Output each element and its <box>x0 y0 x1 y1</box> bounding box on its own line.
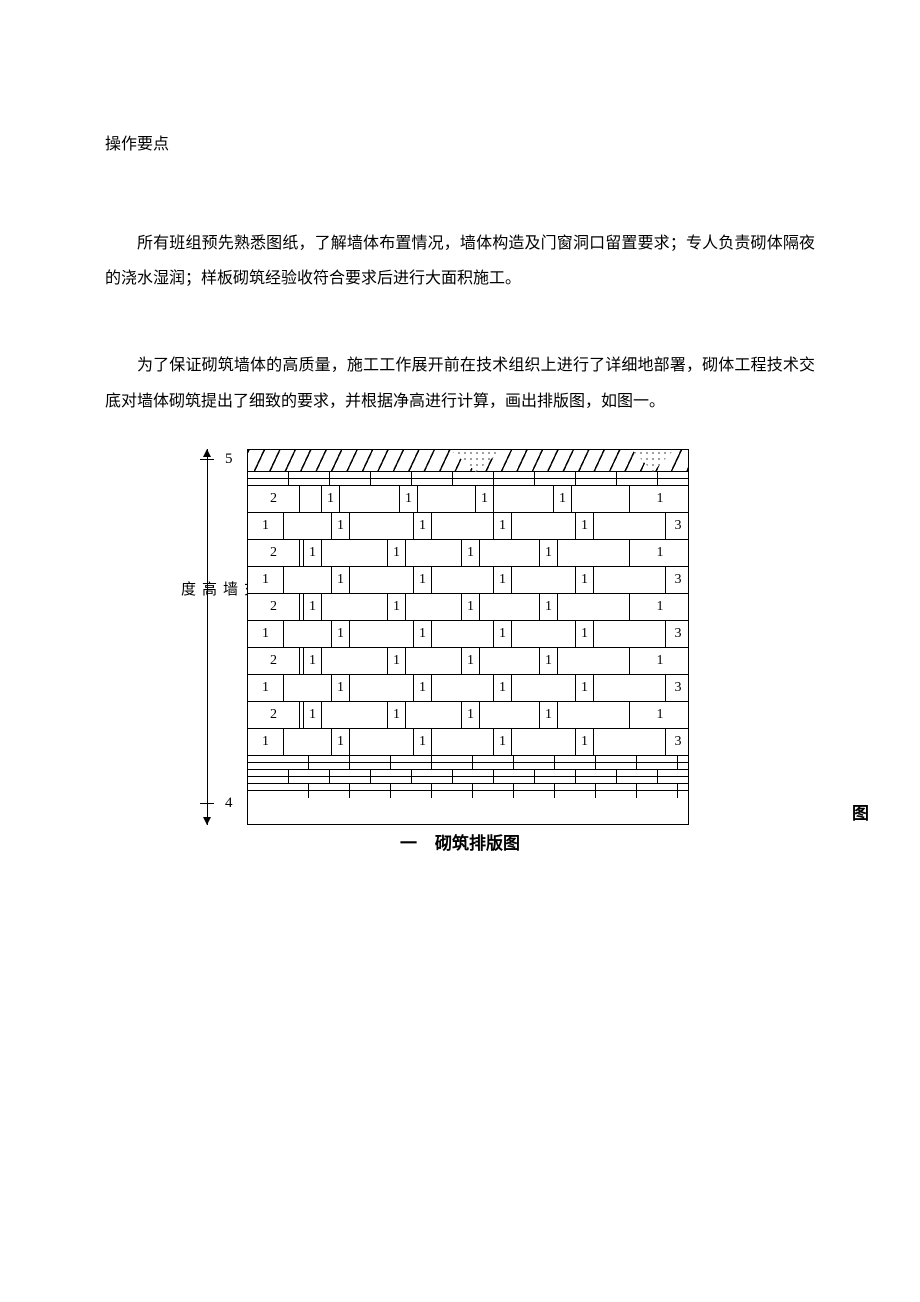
brick-cell: 1 <box>540 648 558 674</box>
wall-area: 2111111111132111111111132111111111132111… <box>247 449 689 825</box>
brick-cell: 1 <box>414 729 432 755</box>
brick-cell: 1 <box>540 702 558 728</box>
dimension-line-vertical <box>207 449 208 825</box>
brick-course: 1 1 1 1 1 3 <box>248 621 688 648</box>
brick-cell: 1 <box>494 729 512 755</box>
brick-cell: 1 <box>462 648 480 674</box>
caption-title: 砌筑排版图 <box>435 834 520 853</box>
brick-cell: 1 <box>576 567 594 593</box>
tick-label-bottom: 4 <box>225 795 233 812</box>
section-heading: 操作要点 <box>105 130 815 154</box>
brick-cell: 3 <box>666 567 690 593</box>
brick-cell: 1 <box>304 594 322 620</box>
brick-course: 211111 <box>248 702 688 729</box>
paragraph-1: 所有班组预先熟悉图纸，了解墙体布置情况，墙体构造及门窗洞口留置要求；专人负责砌体… <box>105 226 815 296</box>
brick-cell: 1 <box>494 621 512 647</box>
brick-cell: 1 <box>332 513 350 539</box>
brick-cell: 1 <box>332 729 350 755</box>
brick-cell: 1 <box>322 486 340 512</box>
brick-course: 211111 <box>248 540 688 567</box>
brick-cell: 1 <box>630 594 690 620</box>
caption-suffix: 图 <box>852 799 869 824</box>
brick-cell: 1 <box>540 594 558 620</box>
brick-cell: 1 <box>630 702 690 728</box>
brick-cell: 1 <box>414 567 432 593</box>
brick-cell: 1 <box>494 513 512 539</box>
brick-cell: 1 <box>462 540 480 566</box>
brick-cell: 1 <box>248 513 284 539</box>
brick-cell: 3 <box>666 675 690 701</box>
brick-cell: 1 <box>248 621 284 647</box>
brick-cell: 1 <box>248 729 284 755</box>
brick-cell: 1 <box>304 702 322 728</box>
brick-cell: 1 <box>388 594 406 620</box>
thin-band-top <box>248 472 688 486</box>
brick-cell: 1 <box>462 702 480 728</box>
brick-course: 211111 <box>248 648 688 675</box>
brick-cell: 1 <box>332 621 350 647</box>
tick-top <box>200 459 214 460</box>
brick-cell: 1 <box>388 540 406 566</box>
brick-cell: 1 <box>576 729 594 755</box>
bottom-thin-bands <box>248 756 688 798</box>
brick-cell: 2 <box>248 486 300 512</box>
brick-cell: 1 <box>332 675 350 701</box>
brick-course: 1 1 1 1 1 3 <box>248 675 688 702</box>
brick-cell: 1 <box>388 648 406 674</box>
brick-cell: 3 <box>666 621 690 647</box>
tick-bottom <box>200 803 214 804</box>
brick-cell: 1 <box>248 675 284 701</box>
brick-cell: 1 <box>388 702 406 728</box>
brick-cell: 1 <box>576 675 594 701</box>
brick-cell: 2 <box>248 702 300 728</box>
brick-cell: 1 <box>494 675 512 701</box>
brick-cell: 3 <box>666 513 690 539</box>
brick-cell: 1 <box>248 567 284 593</box>
brick-cell: 1 <box>332 567 350 593</box>
brick-cell: 1 <box>630 540 690 566</box>
brick-cell: 2 <box>248 594 300 620</box>
brick-course: 1 1 1 1 1 3 <box>248 567 688 594</box>
brick-cell: 1 <box>304 540 322 566</box>
brick-cell: 1 <box>630 648 690 674</box>
brick-cell: 2 <box>248 648 300 674</box>
brick-cell: 1 <box>414 675 432 701</box>
tick-label-top: 5 <box>225 451 233 468</box>
brick-cell: 1 <box>576 513 594 539</box>
brick-cell: 1 <box>576 621 594 647</box>
brick-course: 211111 <box>248 486 688 513</box>
brick-course: 1 1 1 1 1 3 <box>248 729 688 756</box>
brick-course: 1 1 1 1 1 3 <box>248 513 688 540</box>
paragraph-2: 为了保证砌筑墙体的高质量，施工工作展开前在技术组织上进行了详细地部署，砌体工程技… <box>105 348 815 418</box>
brick-cell: 1 <box>554 486 572 512</box>
figure-caption-wrap: 图 一砌筑排版图 <box>105 829 815 854</box>
brick-cell: 1 <box>414 513 432 539</box>
brick-cell: 1 <box>414 621 432 647</box>
brick-cell: 1 <box>630 486 690 512</box>
brick-cell: 1 <box>400 486 418 512</box>
brick-cell: 2 <box>248 540 300 566</box>
brick-cell: 1 <box>494 567 512 593</box>
brick-cell: 1 <box>540 540 558 566</box>
brick-cell: 3 <box>666 729 690 755</box>
brick-cell: 1 <box>462 594 480 620</box>
brick-cell: 1 <box>304 648 322 674</box>
brick-course: 211111 <box>248 594 688 621</box>
brick-cell: 1 <box>476 486 494 512</box>
top-hatched-band <box>248 450 688 472</box>
caption-number: 一 <box>400 834 417 853</box>
